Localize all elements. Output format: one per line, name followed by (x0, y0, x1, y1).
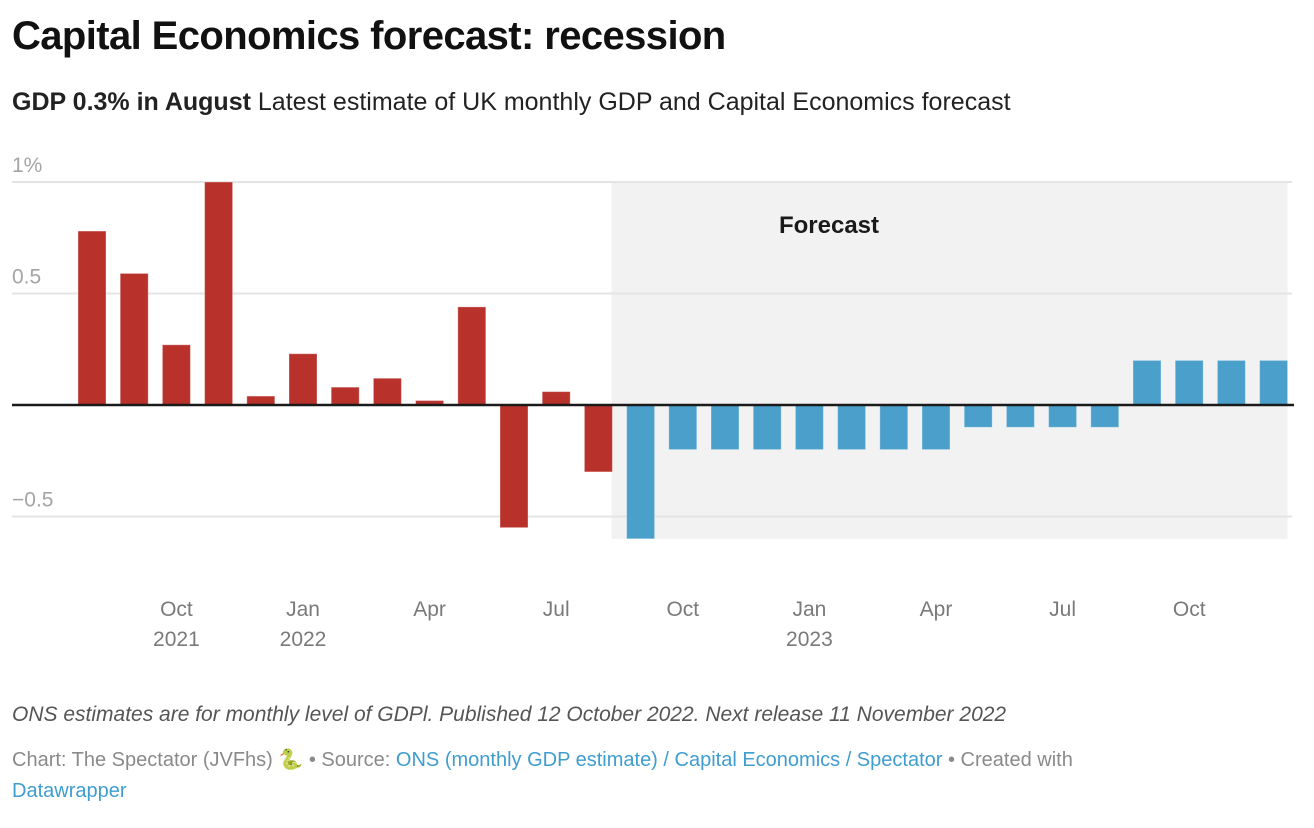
x-tick-label: Jan (792, 598, 826, 621)
annotations: Forecast (779, 212, 879, 239)
chart-credit: Chart: The Spectator (JVFhs) (12, 749, 279, 771)
datawrapper-link[interactable]: Datawrapper (12, 780, 127, 802)
x-tick-label: Oct (666, 598, 699, 621)
x-tick-year: 2022 (280, 628, 327, 651)
bar-forecast (1132, 359, 1162, 406)
bar-actual (288, 353, 318, 406)
bar-actual (583, 404, 613, 473)
bar-forecast (752, 404, 782, 451)
bar-forecast (668, 404, 698, 451)
bar-chart: 1% 0.5 −0.5 Oct 2021 Jan 2022 Apr Jul Oct Jan 2023… (12, 154, 1294, 651)
bar-actual (246, 395, 276, 406)
y-tick-label: 1% (12, 154, 42, 177)
bar-actual (119, 272, 149, 406)
x-tick-year: 2023 (786, 628, 833, 651)
bar-forecast (1174, 359, 1204, 406)
chart-notes: ONS estimates are for monthly level of G… (12, 703, 1007, 726)
bar-actual (372, 377, 402, 406)
subtitle-description: Latest estimate of UK monthly GDP and Ca… (250, 88, 1011, 116)
bar-forecast (1048, 404, 1078, 428)
bar-forecast (710, 404, 740, 451)
forecast-band-layer (611, 182, 1288, 539)
bar-actual (499, 404, 529, 529)
bar-forecast (837, 404, 867, 451)
bar-forecast (626, 404, 656, 540)
bar-forecast (1090, 404, 1120, 428)
chart-title: Capital Economics forecast: recession (12, 14, 726, 58)
source-prefix: • Source: (303, 749, 396, 771)
bar-forecast (921, 404, 951, 451)
bar-forecast (879, 404, 909, 451)
bar-forecast (1259, 359, 1289, 406)
chart-footer: Chart: The Spectator (JVFhs) 🐍 • Source:… (12, 745, 1192, 807)
bar-actual (77, 230, 107, 406)
x-tick-label: Oct (160, 598, 193, 621)
created-prefix: • Created with (942, 749, 1073, 771)
x-tick-label: Oct (1173, 598, 1206, 621)
bar-forecast (963, 404, 993, 428)
chart-subtitle: GDP 0.3% in August Latest estimate of UK… (12, 88, 1011, 117)
bar-actual (330, 386, 360, 406)
snake-icon: 🐍 (278, 749, 304, 771)
bars (77, 181, 1289, 540)
bar-forecast (1216, 359, 1246, 406)
x-tick-year: 2021 (153, 628, 200, 651)
bar-forecast (1005, 404, 1035, 428)
source-link[interactable]: ONS (monthly GDP estimate) / Capital Eco… (395, 749, 943, 771)
bar-forecast (794, 404, 824, 451)
y-tick-label: 0.5 (12, 266, 41, 289)
x-tick-label: Jul (1049, 598, 1076, 621)
y-tick-label: −0.5 (12, 489, 53, 512)
forecast-label: Forecast (779, 212, 879, 239)
bar-actual (161, 344, 191, 406)
bar-actual (204, 181, 234, 406)
x-tick-label: Jan (286, 598, 320, 621)
axes: Oct 2021 Jan 2022 Apr Jul Oct Jan 2023 Apr Jul Oct (12, 403, 1294, 651)
subtitle-highlight: GDP 0.3% in August (12, 88, 251, 116)
bar-actual (457, 306, 487, 406)
x-tick-label: Apr (413, 598, 446, 621)
bar-actual (541, 391, 571, 406)
x-tick-label: Apr (920, 598, 953, 621)
x-tick-label: Jul (543, 598, 570, 621)
forecast-band (611, 182, 1288, 539)
